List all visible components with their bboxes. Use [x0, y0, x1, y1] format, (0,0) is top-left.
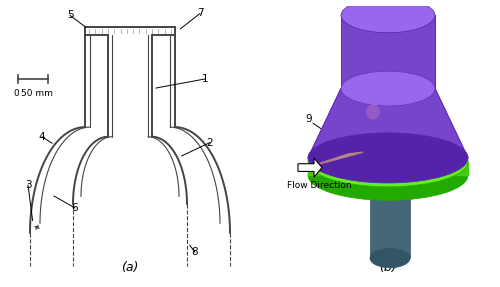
Bar: [370, 181, 410, 258]
Text: 9: 9: [306, 115, 312, 125]
Ellipse shape: [366, 104, 380, 119]
Polygon shape: [313, 152, 363, 166]
Ellipse shape: [370, 249, 410, 268]
Text: 2: 2: [206, 137, 214, 148]
Polygon shape: [308, 89, 468, 158]
Ellipse shape: [308, 133, 468, 183]
Ellipse shape: [370, 171, 410, 191]
FancyArrow shape: [298, 158, 322, 177]
Text: 4: 4: [38, 132, 46, 142]
Ellipse shape: [308, 137, 468, 187]
Text: 7: 7: [196, 8, 203, 18]
Text: (a): (a): [122, 261, 138, 274]
Ellipse shape: [341, 71, 435, 106]
Text: 0: 0: [13, 89, 19, 98]
Text: 5: 5: [66, 10, 73, 20]
Ellipse shape: [341, 0, 435, 33]
Text: 8: 8: [192, 247, 198, 257]
Text: 1: 1: [202, 74, 208, 84]
Text: 50 mm: 50 mm: [21, 89, 53, 98]
Ellipse shape: [308, 150, 468, 200]
Text: 6: 6: [72, 203, 78, 213]
Text: Flow Direction: Flow Direction: [286, 181, 352, 190]
Polygon shape: [308, 162, 468, 175]
Text: 3: 3: [24, 180, 32, 190]
Bar: [341, 15, 435, 89]
Text: (b): (b): [379, 261, 397, 274]
